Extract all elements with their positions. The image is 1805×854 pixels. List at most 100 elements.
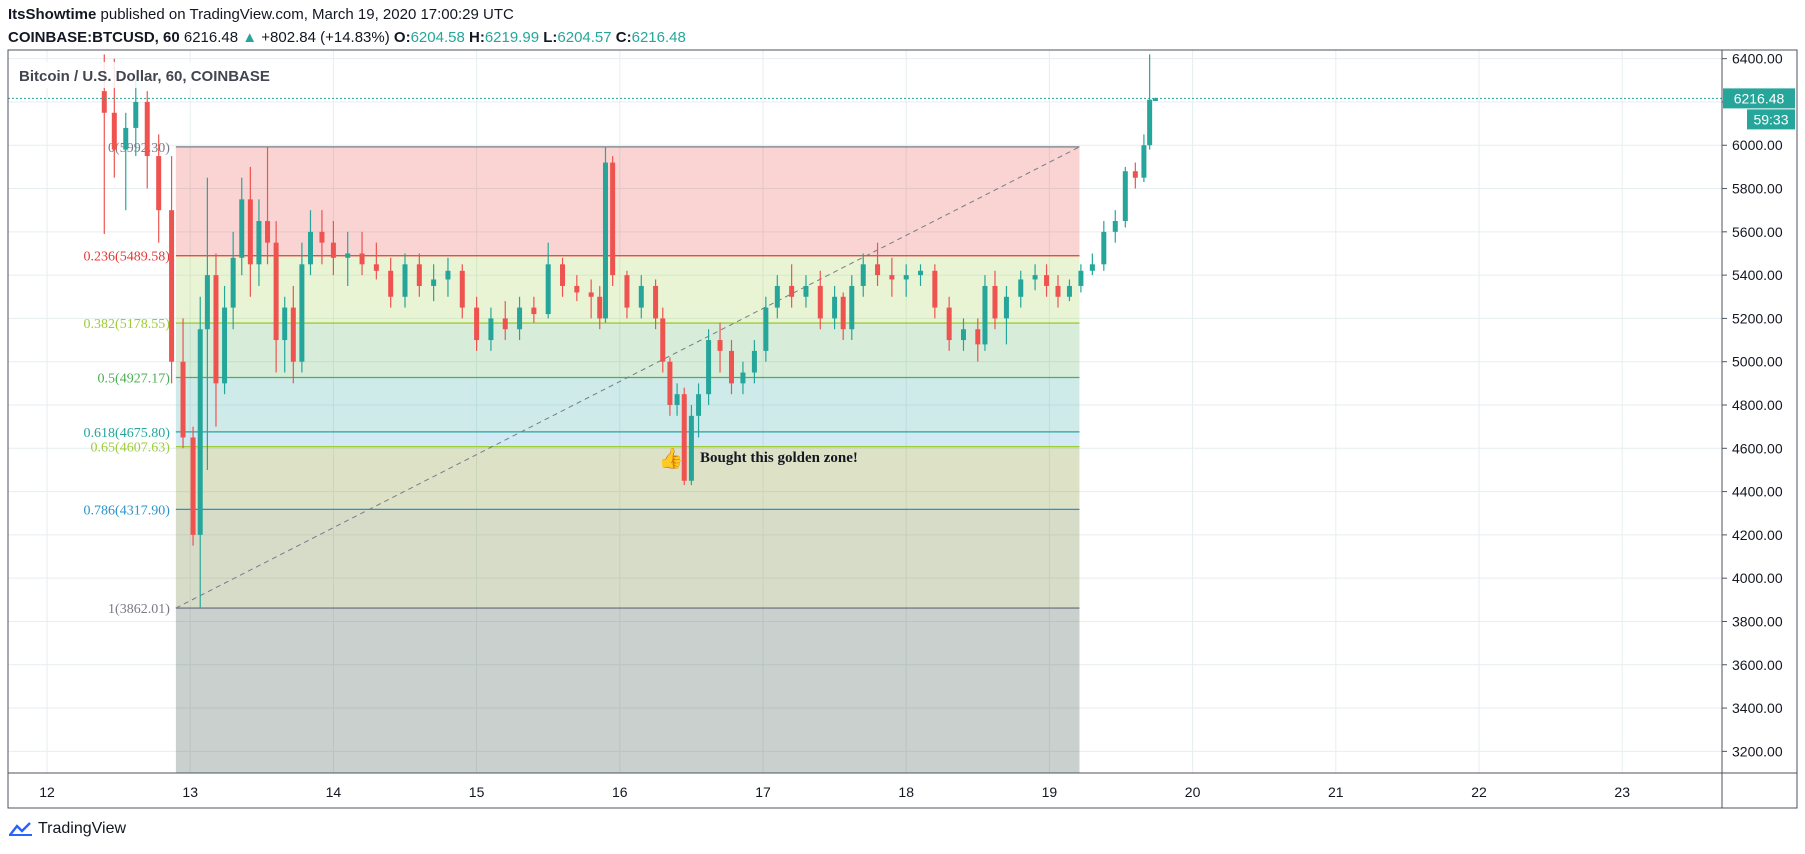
candle-body	[1141, 145, 1147, 178]
fib-level-label: 0.618(4675.80)	[84, 426, 171, 441]
thumbs-up-icon: 👍	[658, 446, 683, 470]
candle-body	[445, 270, 451, 280]
candle-body	[1122, 171, 1128, 222]
candle-body	[849, 285, 855, 330]
last-price-text: 6216.48	[183, 29, 239, 46]
chart-title-bg	[12, 62, 282, 88]
candle-body	[706, 340, 712, 395]
candle-body	[1112, 221, 1118, 232]
candle-body	[717, 340, 723, 351]
candle-body	[624, 275, 630, 308]
fib-level-label: 0.236(5489.58)	[84, 250, 171, 265]
candle-body	[307, 231, 313, 265]
candle-body	[638, 285, 644, 308]
up-triangle-icon: ▲	[242, 29, 258, 46]
ohlc-header: COINBASE:BTCUSD, 60 6216.48 ▲ +802.84 (+…	[8, 29, 686, 46]
candle-body	[696, 394, 702, 416]
x-tick-label: 20	[1185, 784, 1201, 800]
y-tick-label: 3200.00	[1732, 743, 1783, 759]
candle-body	[474, 307, 480, 341]
candle-body	[144, 101, 150, 157]
y-tick-label: 4000.00	[1732, 570, 1783, 586]
candle-body	[875, 264, 881, 276]
y-tick-label: 4400.00	[1732, 484, 1783, 500]
candle-body	[1132, 171, 1138, 178]
candle-body	[932, 270, 938, 308]
candle-body	[402, 264, 408, 297]
x-tick-label: 18	[898, 784, 914, 800]
fib-zone	[175, 509, 1080, 609]
candle-body	[1003, 296, 1009, 319]
candle-body	[728, 350, 734, 384]
candle-body	[960, 329, 966, 341]
candle-body	[610, 162, 616, 276]
candle-body	[1032, 275, 1038, 280]
y-tick-label: 4800.00	[1732, 397, 1783, 413]
close-value: 6216.48	[631, 29, 686, 46]
candle-body	[180, 361, 186, 438]
high-label: H:	[468, 29, 485, 46]
open-label: O:	[393, 29, 411, 46]
candle-body	[256, 221, 262, 265]
x-tick-label: 13	[182, 784, 198, 800]
candle-body	[169, 210, 175, 362]
x-tick-label: 17	[755, 784, 771, 800]
candle-body	[1018, 279, 1024, 297]
fib-zone	[175, 608, 1080, 773]
candle-body	[388, 270, 394, 297]
x-tick-label: 15	[469, 784, 485, 800]
candle-body	[239, 199, 245, 258]
close-label: C:	[615, 29, 632, 46]
y-tick-label: 6400.00	[1732, 51, 1783, 67]
candle-body	[416, 264, 422, 286]
candle-body	[273, 242, 279, 341]
y-tick-label: 5000.00	[1732, 354, 1783, 370]
published-text: published on TradingView.com, March 19, …	[96, 6, 514, 23]
open-value: 6204.58	[410, 29, 465, 46]
x-tick-label: 21	[1328, 784, 1344, 800]
candle-body	[840, 296, 846, 330]
candle-body	[889, 275, 895, 280]
candle-body	[373, 264, 379, 271]
candle-body	[545, 264, 551, 315]
x-tick-label: 14	[326, 784, 342, 800]
candle-body	[531, 307, 537, 315]
tradingview-brand: TradingView	[38, 820, 127, 837]
candle-body	[681, 394, 687, 481]
candle-body	[597, 296, 603, 319]
tradingview-cloud-icon	[9, 822, 32, 836]
fib-zone	[175, 431, 1080, 447]
candle-body	[190, 437, 196, 535]
fib-zone	[175, 446, 1080, 510]
candle-body	[459, 270, 465, 308]
candle-body	[517, 307, 523, 330]
y-tick-label: 5400.00	[1732, 267, 1783, 283]
fib-zone	[175, 323, 1080, 378]
candle-body	[319, 231, 325, 243]
candle-body	[860, 264, 866, 286]
chart-annotation: Bought this golden zone!	[700, 450, 858, 466]
fib-level-label: 0(5992.30)	[108, 141, 170, 156]
candle-body	[817, 285, 823, 319]
candle-body	[299, 264, 305, 362]
fib-zone	[175, 146, 1080, 256]
candle-body	[488, 318, 494, 341]
author-name[interactable]: ItsShowtime	[8, 6, 97, 23]
candle-body	[803, 285, 809, 297]
candle-body	[774, 285, 780, 308]
candle-body	[1147, 99, 1153, 146]
candle-body	[751, 350, 757, 373]
tradingview-logo[interactable]: TradingView	[8, 820, 126, 838]
y-tick-label: 4600.00	[1732, 440, 1783, 456]
change-text: +802.84 (+14.83%)	[261, 29, 390, 46]
candle-body	[789, 285, 795, 297]
last-price-badge-label: 6216.48	[1734, 90, 1785, 106]
countdown-badge	[1747, 109, 1795, 130]
candle-body	[230, 257, 236, 308]
candle-body	[763, 307, 769, 351]
chart-frame	[7, 49, 1798, 809]
candle-body	[903, 275, 909, 280]
candle-body	[1044, 275, 1050, 286]
fib-level-label: 0.5(4927.17)	[98, 371, 171, 386]
